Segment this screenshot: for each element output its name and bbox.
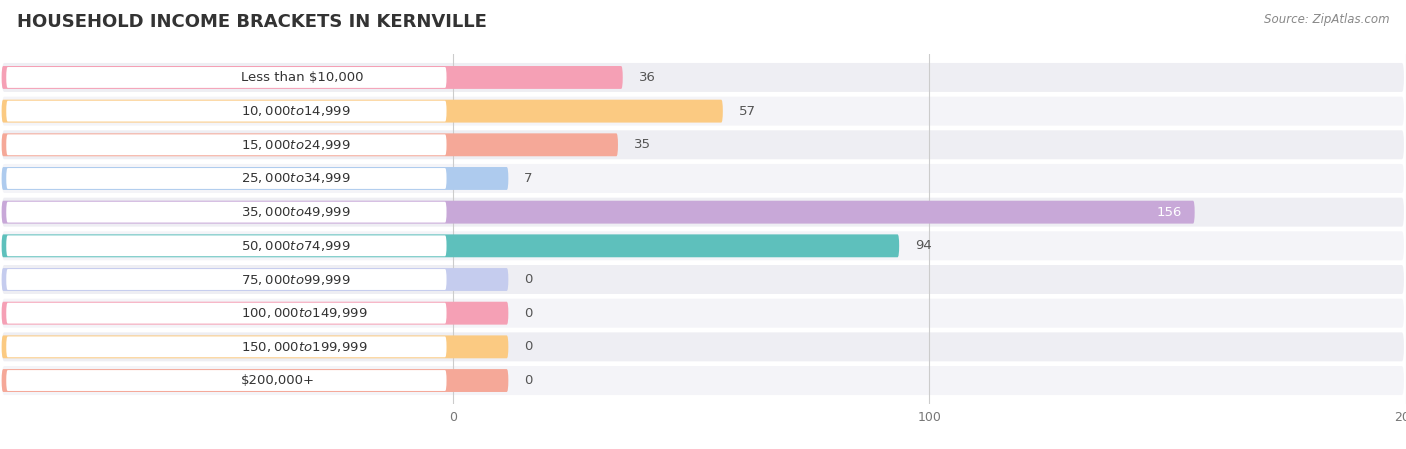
- Text: $50,000 to $74,999: $50,000 to $74,999: [240, 239, 350, 253]
- FancyBboxPatch shape: [1, 268, 509, 291]
- Text: HOUSEHOLD INCOME BRACKETS IN KERNVILLE: HOUSEHOLD INCOME BRACKETS IN KERNVILLE: [17, 13, 486, 31]
- FancyBboxPatch shape: [1, 332, 1405, 361]
- FancyBboxPatch shape: [1, 302, 509, 325]
- FancyBboxPatch shape: [6, 134, 447, 155]
- FancyBboxPatch shape: [1, 100, 723, 123]
- FancyBboxPatch shape: [1, 335, 509, 358]
- FancyBboxPatch shape: [1, 133, 619, 156]
- FancyBboxPatch shape: [1, 366, 1405, 395]
- FancyBboxPatch shape: [6, 101, 447, 122]
- FancyBboxPatch shape: [1, 164, 1405, 193]
- FancyBboxPatch shape: [1, 369, 509, 392]
- FancyBboxPatch shape: [1, 130, 1405, 159]
- Text: $10,000 to $14,999: $10,000 to $14,999: [240, 104, 350, 118]
- FancyBboxPatch shape: [1, 201, 1195, 224]
- FancyBboxPatch shape: [6, 269, 447, 290]
- Text: 35: 35: [634, 138, 651, 151]
- FancyBboxPatch shape: [1, 198, 1405, 227]
- FancyBboxPatch shape: [6, 336, 447, 357]
- Text: 0: 0: [524, 340, 533, 353]
- Text: 156: 156: [1157, 206, 1182, 219]
- Text: 36: 36: [638, 71, 655, 84]
- FancyBboxPatch shape: [1, 97, 1405, 126]
- FancyBboxPatch shape: [6, 303, 447, 324]
- FancyBboxPatch shape: [6, 168, 447, 189]
- Text: $35,000 to $49,999: $35,000 to $49,999: [240, 205, 350, 219]
- FancyBboxPatch shape: [1, 167, 509, 190]
- Text: $15,000 to $24,999: $15,000 to $24,999: [240, 138, 350, 152]
- Text: $100,000 to $149,999: $100,000 to $149,999: [240, 306, 367, 320]
- FancyBboxPatch shape: [1, 299, 1405, 328]
- FancyBboxPatch shape: [1, 234, 900, 257]
- Text: Less than $10,000: Less than $10,000: [240, 71, 363, 84]
- FancyBboxPatch shape: [6, 202, 447, 223]
- Text: 7: 7: [524, 172, 533, 185]
- Text: $150,000 to $199,999: $150,000 to $199,999: [240, 340, 367, 354]
- Text: 0: 0: [524, 307, 533, 320]
- Text: $25,000 to $34,999: $25,000 to $34,999: [240, 172, 350, 185]
- Text: 0: 0: [524, 374, 533, 387]
- Text: $75,000 to $99,999: $75,000 to $99,999: [240, 273, 350, 286]
- Text: 94: 94: [915, 239, 932, 252]
- Text: $200,000+: $200,000+: [240, 374, 315, 387]
- Text: 0: 0: [524, 273, 533, 286]
- FancyBboxPatch shape: [1, 231, 1405, 260]
- Text: 57: 57: [738, 105, 756, 118]
- FancyBboxPatch shape: [6, 67, 447, 88]
- FancyBboxPatch shape: [1, 66, 623, 89]
- FancyBboxPatch shape: [6, 370, 447, 391]
- FancyBboxPatch shape: [1, 265, 1405, 294]
- Text: Source: ZipAtlas.com: Source: ZipAtlas.com: [1264, 13, 1389, 26]
- FancyBboxPatch shape: [1, 63, 1405, 92]
- FancyBboxPatch shape: [6, 235, 447, 256]
